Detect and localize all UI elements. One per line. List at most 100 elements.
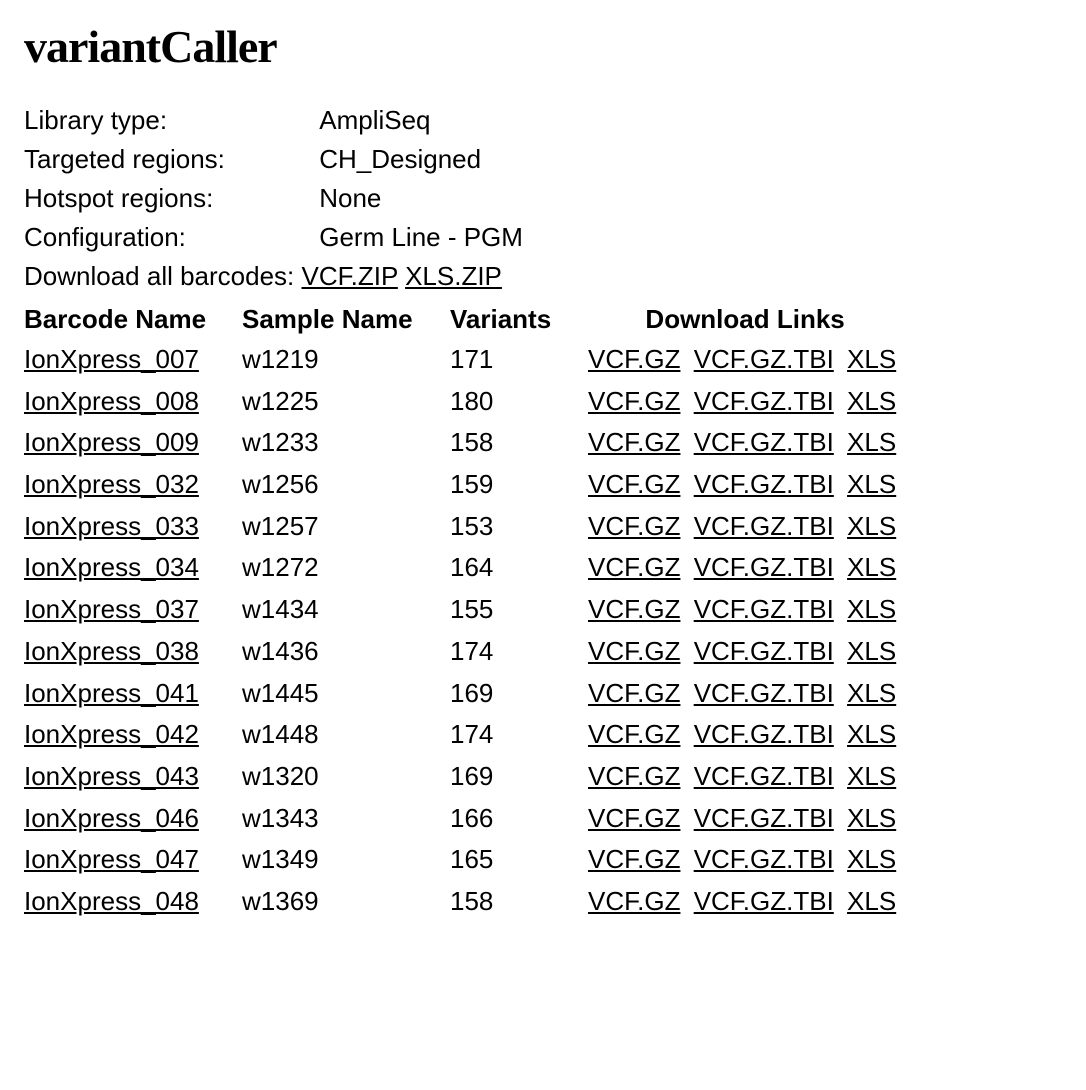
barcode-link[interactable]: IonXpress_007 bbox=[24, 344, 199, 374]
download-vcfgztbi-link[interactable]: VCF.GZ.TBI bbox=[694, 678, 834, 708]
download-links-cell: VCF.GZ VCF.GZ.TBI XLS bbox=[588, 381, 910, 423]
download-vcfgztbi-link[interactable]: VCF.GZ.TBI bbox=[694, 803, 834, 833]
sample-name: w1445 bbox=[242, 673, 450, 715]
download-xls-link[interactable]: XLS bbox=[847, 678, 896, 708]
table-row: IonXpress_034w1272164VCF.GZ VCF.GZ.TBI X… bbox=[24, 547, 910, 589]
variants-count: 165 bbox=[450, 839, 588, 881]
download-vcfgz-link[interactable]: VCF.GZ bbox=[588, 678, 680, 708]
meta-value: None bbox=[319, 179, 381, 218]
meta-label: Library type: bbox=[24, 101, 312, 140]
sample-name: w1320 bbox=[242, 756, 450, 798]
download-xls-link[interactable]: XLS bbox=[847, 636, 896, 666]
barcode-link[interactable]: IonXpress_043 bbox=[24, 761, 199, 791]
table-row: IonXpress_038 w1436174VCF.GZ VCF.GZ.TBI X… bbox=[24, 631, 910, 673]
download-vcfgz-link[interactable]: VCF.GZ bbox=[588, 469, 680, 499]
barcode-link[interactable]: IonXpress_046 bbox=[24, 803, 199, 833]
sample-name: w1233 bbox=[242, 422, 450, 464]
download-vcfgztbi-link[interactable]: VCF.GZ.TBI bbox=[694, 511, 834, 541]
barcode-link[interactable]: IonXpress_033 bbox=[24, 511, 199, 541]
download-xls-link[interactable]: XLS bbox=[847, 761, 896, 791]
variants-count: 158 bbox=[450, 881, 588, 923]
download-vcfgztbi-link[interactable]: VCF.GZ.TBI bbox=[694, 761, 834, 791]
download-vcfgztbi-link[interactable]: VCF.GZ.TBI bbox=[694, 344, 834, 374]
download-vcfgz-link[interactable]: VCF.GZ bbox=[588, 844, 680, 874]
download-vcfgztbi-link[interactable]: VCF.GZ.TBI bbox=[694, 594, 834, 624]
sample-name: w1256 bbox=[242, 464, 450, 506]
barcode-link[interactable]: IonXpress_009 bbox=[24, 427, 199, 457]
sample-name: w1349 bbox=[242, 839, 450, 881]
sample-name: w1434 bbox=[242, 589, 450, 631]
download-vcfgztbi-link[interactable]: VCF.GZ.TBI bbox=[694, 719, 834, 749]
download-vcfgz-link[interactable]: VCF.GZ bbox=[588, 594, 680, 624]
download-links-cell: VCF.GZ VCF.GZ.TBI XLS bbox=[588, 506, 910, 548]
download-vcfgz-link[interactable]: VCF.GZ bbox=[588, 636, 680, 666]
download-vcfgztbi-link[interactable]: VCF.GZ.TBI bbox=[694, 552, 834, 582]
sample-name: w1448 bbox=[242, 714, 450, 756]
download-vcfgz-link[interactable]: VCF.GZ bbox=[588, 511, 680, 541]
download-vcfgz-link[interactable]: VCF.GZ bbox=[588, 761, 680, 791]
download-xls-link[interactable]: XLS bbox=[847, 427, 896, 457]
barcode-link[interactable]: IonXpress_038 bbox=[24, 636, 199, 666]
download-vcfgz-link[interactable]: VCF.GZ bbox=[588, 886, 680, 916]
download-links-cell: VCF.GZ VCF.GZ.TBI XLS bbox=[588, 631, 910, 673]
barcode-link[interactable]: IonXpress_034 bbox=[24, 552, 199, 582]
download-xls-link[interactable]: XLS bbox=[847, 803, 896, 833]
download-all-xls-link[interactable]: XLS.ZIP bbox=[405, 261, 502, 291]
download-vcfgz-link[interactable]: VCF.GZ bbox=[588, 719, 680, 749]
sample-name: w1225 bbox=[242, 381, 450, 423]
sample-name: w1369 bbox=[242, 881, 450, 923]
table-row: IonXpress_007w1219171VCF.GZ VCF.GZ.TBI X… bbox=[24, 339, 910, 381]
download-all-vcf-link[interactable]: VCF.ZIP bbox=[302, 261, 398, 291]
th-variants: Variants bbox=[450, 302, 588, 339]
table-header-row: Barcode Name Sample Name Variants Downlo… bbox=[24, 302, 910, 339]
download-xls-link[interactable]: XLS bbox=[847, 386, 896, 416]
download-vcfgztbi-link[interactable]: VCF.GZ.TBI bbox=[694, 386, 834, 416]
download-xls-link[interactable]: XLS bbox=[847, 552, 896, 582]
barcode-link[interactable]: IonXpress_041 bbox=[24, 678, 199, 708]
download-vcfgz-link[interactable]: VCF.GZ bbox=[588, 552, 680, 582]
download-vcfgz-link[interactable]: VCF.GZ bbox=[588, 427, 680, 457]
download-links-cell: VCF.GZ VCF.GZ.TBI XLS bbox=[588, 589, 910, 631]
download-vcfgz-link[interactable]: VCF.GZ bbox=[588, 386, 680, 416]
download-vcfgztbi-link[interactable]: VCF.GZ.TBI bbox=[694, 886, 834, 916]
barcode-link[interactable]: IonXpress_048 bbox=[24, 886, 199, 916]
download-vcfgz-link[interactable]: VCF.GZ bbox=[588, 803, 680, 833]
barcode-link[interactable]: IonXpress_008 bbox=[24, 386, 199, 416]
download-xls-link[interactable]: XLS bbox=[847, 886, 896, 916]
variants-count: 169 bbox=[450, 756, 588, 798]
download-vcfgz-link[interactable]: VCF.GZ bbox=[588, 344, 680, 374]
barcode-link[interactable]: IonXpress_037 bbox=[24, 594, 199, 624]
meta-label: Hotspot regions: bbox=[24, 179, 312, 218]
variants-count: 174 bbox=[450, 631, 588, 673]
barcode-link[interactable]: IonXpress_042 bbox=[24, 719, 199, 749]
meta-value: Germ Line - PGM bbox=[319, 218, 523, 257]
download-vcfgztbi-link[interactable]: VCF.GZ.TBI bbox=[694, 427, 834, 457]
download-xls-link[interactable]: XLS bbox=[847, 844, 896, 874]
table-row: IonXpress_048 w1369158VCF.GZ VCF.GZ.TBI X… bbox=[24, 881, 910, 923]
download-links-cell: VCF.GZ VCF.GZ.TBI XLS bbox=[588, 422, 910, 464]
metadata-block: Library type: AmpliSeq Targeted regions:… bbox=[24, 101, 1062, 296]
download-links-cell: VCF.GZ VCF.GZ.TBI XLS bbox=[588, 673, 910, 715]
table-row: IonXpress_032w1256159VCF.GZ VCF.GZ.TBI X… bbox=[24, 464, 910, 506]
table-row: IonXpress_047 w1349165VCF.GZ VCF.GZ.TBI X… bbox=[24, 839, 910, 881]
sample-name: w1436 bbox=[242, 631, 450, 673]
table-row: IonXpress_046w1343166VCF.GZ VCF.GZ.TBI X… bbox=[24, 798, 910, 840]
download-links-cell: VCF.GZ VCF.GZ.TBI XLS bbox=[588, 339, 910, 381]
table-row: IonXpress_033 w1257153VCF.GZ VCF.GZ.TBI X… bbox=[24, 506, 910, 548]
variants-count: 153 bbox=[450, 506, 588, 548]
download-vcfgztbi-link[interactable]: VCF.GZ.TBI bbox=[694, 469, 834, 499]
barcode-link[interactable]: IonXpress_047 bbox=[24, 844, 199, 874]
barcode-link[interactable]: IonXpress_032 bbox=[24, 469, 199, 499]
download-vcfgztbi-link[interactable]: VCF.GZ.TBI bbox=[694, 844, 834, 874]
download-xls-link[interactable]: XLS bbox=[847, 594, 896, 624]
download-xls-link[interactable]: XLS bbox=[847, 469, 896, 499]
download-xls-link[interactable]: XLS bbox=[847, 344, 896, 374]
sample-name: w1257 bbox=[242, 506, 450, 548]
table-row: IonXpress_043 w1320169VCF.GZ VCF.GZ.TBI X… bbox=[24, 756, 910, 798]
th-links: Download Links bbox=[588, 302, 910, 339]
download-vcfgztbi-link[interactable]: VCF.GZ.TBI bbox=[694, 636, 834, 666]
meta-targeted-regions: Targeted regions: CH_Designed bbox=[24, 140, 1062, 179]
download-xls-link[interactable]: XLS bbox=[847, 719, 896, 749]
download-xls-link[interactable]: XLS bbox=[847, 511, 896, 541]
sample-name: w1343 bbox=[242, 798, 450, 840]
